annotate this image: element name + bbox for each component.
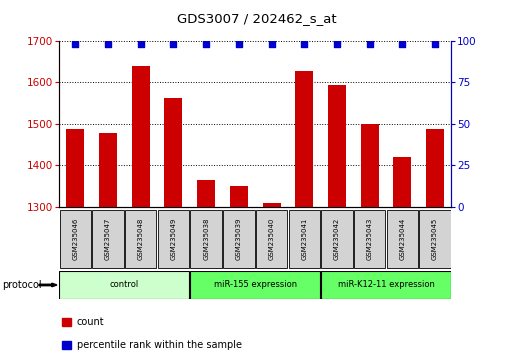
Text: GSM235045: GSM235045 (432, 218, 438, 260)
Bar (190, 210, 222, 268)
Bar (426, 129, 444, 207)
Bar (165, 98, 183, 207)
Text: GSM235046: GSM235046 (72, 218, 78, 260)
Point (202, 41, 210, 47)
Text: GSM235041: GSM235041 (301, 218, 307, 260)
Text: GSM235048: GSM235048 (138, 218, 144, 260)
Point (300, 41, 308, 47)
Bar (190, 271, 320, 299)
Point (267, 41, 275, 47)
Bar (125, 210, 156, 268)
Bar (230, 186, 248, 207)
Text: GSM235047: GSM235047 (105, 218, 111, 260)
Text: count: count (77, 317, 105, 327)
Point (104, 41, 112, 47)
Text: GSM235040: GSM235040 (269, 218, 274, 260)
Bar (295, 71, 313, 207)
Bar (354, 210, 385, 268)
Point (366, 41, 374, 47)
Text: percentile rank within the sample: percentile rank within the sample (77, 340, 242, 350)
Bar (420, 210, 451, 268)
Text: GSM235044: GSM235044 (400, 218, 405, 260)
Bar (361, 124, 379, 207)
Bar (158, 210, 189, 268)
Bar (197, 180, 215, 207)
Bar (393, 157, 411, 207)
Bar (132, 67, 150, 207)
Point (398, 41, 406, 47)
Point (431, 41, 439, 47)
Text: control: control (110, 280, 139, 290)
Text: GSM235043: GSM235043 (367, 218, 372, 260)
Text: miR-K12-11 expression: miR-K12-11 expression (338, 280, 435, 290)
Point (235, 41, 243, 47)
Point (71, 41, 80, 47)
Bar (99, 133, 117, 207)
Text: GSM235042: GSM235042 (334, 218, 340, 260)
Text: protocol: protocol (3, 280, 42, 290)
Point (169, 41, 177, 47)
Point (136, 41, 145, 47)
Bar (60, 271, 189, 299)
Text: GSM235038: GSM235038 (203, 218, 209, 260)
Text: GSM235039: GSM235039 (236, 218, 242, 260)
Bar (387, 210, 418, 268)
Text: miR-155 expression: miR-155 expression (213, 280, 297, 290)
Bar (263, 202, 281, 207)
Bar (256, 210, 287, 268)
Point (333, 41, 341, 47)
Bar (328, 85, 346, 207)
Bar (223, 210, 254, 268)
Text: GSM235049: GSM235049 (170, 218, 176, 260)
Bar (92, 210, 124, 268)
Bar (60, 210, 91, 268)
Text: GDS3007 / 202462_s_at: GDS3007 / 202462_s_at (176, 12, 337, 25)
Bar (66, 129, 84, 207)
Bar (321, 210, 352, 268)
Bar (321, 271, 451, 299)
Bar (289, 210, 320, 268)
